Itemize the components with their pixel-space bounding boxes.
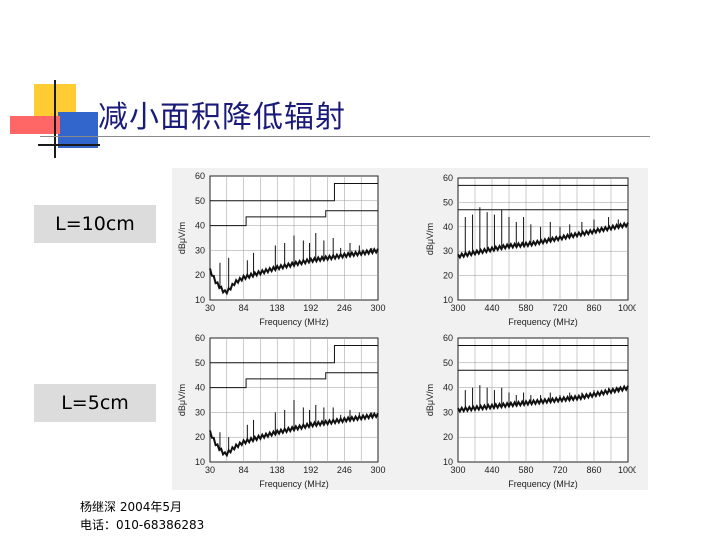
y-tick-label: 10 [443,295,453,305]
x-tick-label: 300 [370,303,385,313]
x-tick-label: 246 [337,303,352,313]
label-l5cm: L=5cm [34,384,156,422]
y-tick-label: 40 [195,221,205,231]
y-axis-label: dBμV/m [177,384,187,416]
limit-line [210,210,378,227]
x-axis-label: Frequency (MHz) [259,479,329,489]
noise-floor-trace [209,247,379,296]
y-tick-label: 10 [195,295,205,305]
y-tick-label: 50 [195,196,205,206]
title-divider [40,136,650,137]
decor-red-bar [10,116,60,134]
y-tick-label: 40 [195,383,205,393]
y-axis-label: dBμV/m [425,384,435,416]
y-tick-label: 50 [443,358,453,368]
x-tick-label: 440 [484,303,499,313]
x-tick-label: 1000 [618,465,636,475]
limit-line [210,372,378,389]
plot-bottom-left: 30 84 138 192 246 300 10 20 30 40 50 60 Frequency (M… [177,333,386,489]
y-tick-label: 50 [443,197,453,207]
x-tick-label: 720 [552,465,567,475]
plot-top-left: 30 84 138 192 246 300 10 20 30 40 50 60 Frequency (M… [177,171,386,327]
y-tick-label: 20 [195,432,205,442]
footer-author: 杨继深 2004年5月 [80,500,182,514]
x-tick-label: 30 [205,465,215,475]
decor-horizontal-line [38,144,100,146]
decor-blue-square [58,112,98,148]
y-tick-label: 10 [195,457,205,467]
x-axis-label: Frequency (MHz) [508,317,578,327]
limit-line [210,344,378,364]
x-tick-label: 580 [518,465,533,475]
label-l10cm: L=10cm [34,205,156,243]
slide-title: 减小面积降低辐射 [98,100,346,135]
x-tick-label: 84 [239,303,249,313]
x-tick-label: 192 [303,465,318,475]
y-tick-label: 20 [443,271,453,281]
x-tick-label: 1000 [618,303,636,313]
limit-line [210,182,378,202]
y-tick-label: 60 [443,173,453,183]
noise-floor-trace [457,221,629,260]
x-tick-label: 30 [205,303,215,313]
y-axis-label: dBμV/m [177,222,187,254]
plot-bottom-right: 300 440 580 720 860 1000 10 20 30 40 50 60 Frequency… [425,333,636,489]
footer-phone: 电话：010-68386283 [80,518,205,532]
y-tick-label: 20 [443,432,453,442]
y-tick-label: 30 [443,246,453,256]
emission-plots-panel: 30 84 138 192 246 300 10 20 30 40 50 60 Frequency (M… [172,168,648,490]
y-tick-label: 60 [443,333,453,343]
x-tick-label: 720 [552,303,567,313]
x-tick-label: 300 [450,465,465,475]
plot-top-right: 300 440 580 720 860 1000 10 20 30 40 50 60 Frequency… [425,173,636,327]
x-tick-label: 84 [239,465,249,475]
y-tick-label: 30 [195,407,205,417]
y-tick-label: 50 [195,358,205,368]
y-tick-label: 40 [443,222,453,232]
x-tick-label: 192 [303,303,318,313]
decor-vertical-line [54,80,56,158]
x-tick-label: 246 [337,465,352,475]
y-tick-label: 30 [443,407,453,417]
y-tick-label: 20 [195,270,205,280]
y-tick-label: 60 [195,333,205,343]
x-axis-label: Frequency (MHz) [259,317,329,327]
x-axis-label: Frequency (MHz) [508,479,578,489]
x-tick-label: 860 [586,465,601,475]
x-tick-label: 580 [518,303,533,313]
x-tick-label: 138 [270,303,285,313]
y-tick-label: 60 [195,171,205,181]
x-tick-label: 860 [586,303,601,313]
noise-floor-trace [457,384,629,414]
y-tick-label: 30 [195,245,205,255]
y-axis-label: dBμV/m [425,223,435,255]
y-tick-label: 10 [443,457,453,467]
x-tick-label: 300 [370,465,385,475]
noise-floor-trace [209,411,379,458]
y-tick-label: 40 [443,383,453,393]
x-tick-label: 440 [484,465,499,475]
x-tick-label: 138 [270,465,285,475]
x-tick-label: 300 [450,303,465,313]
